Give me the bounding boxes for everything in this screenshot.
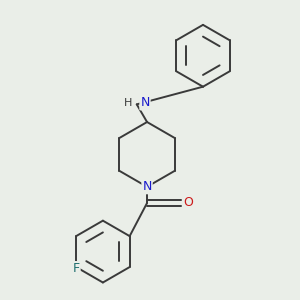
Text: N: N: [140, 96, 150, 110]
Text: H: H: [124, 98, 133, 108]
Text: N: N: [142, 180, 152, 193]
Text: O: O: [183, 196, 193, 209]
Text: F: F: [73, 262, 80, 275]
